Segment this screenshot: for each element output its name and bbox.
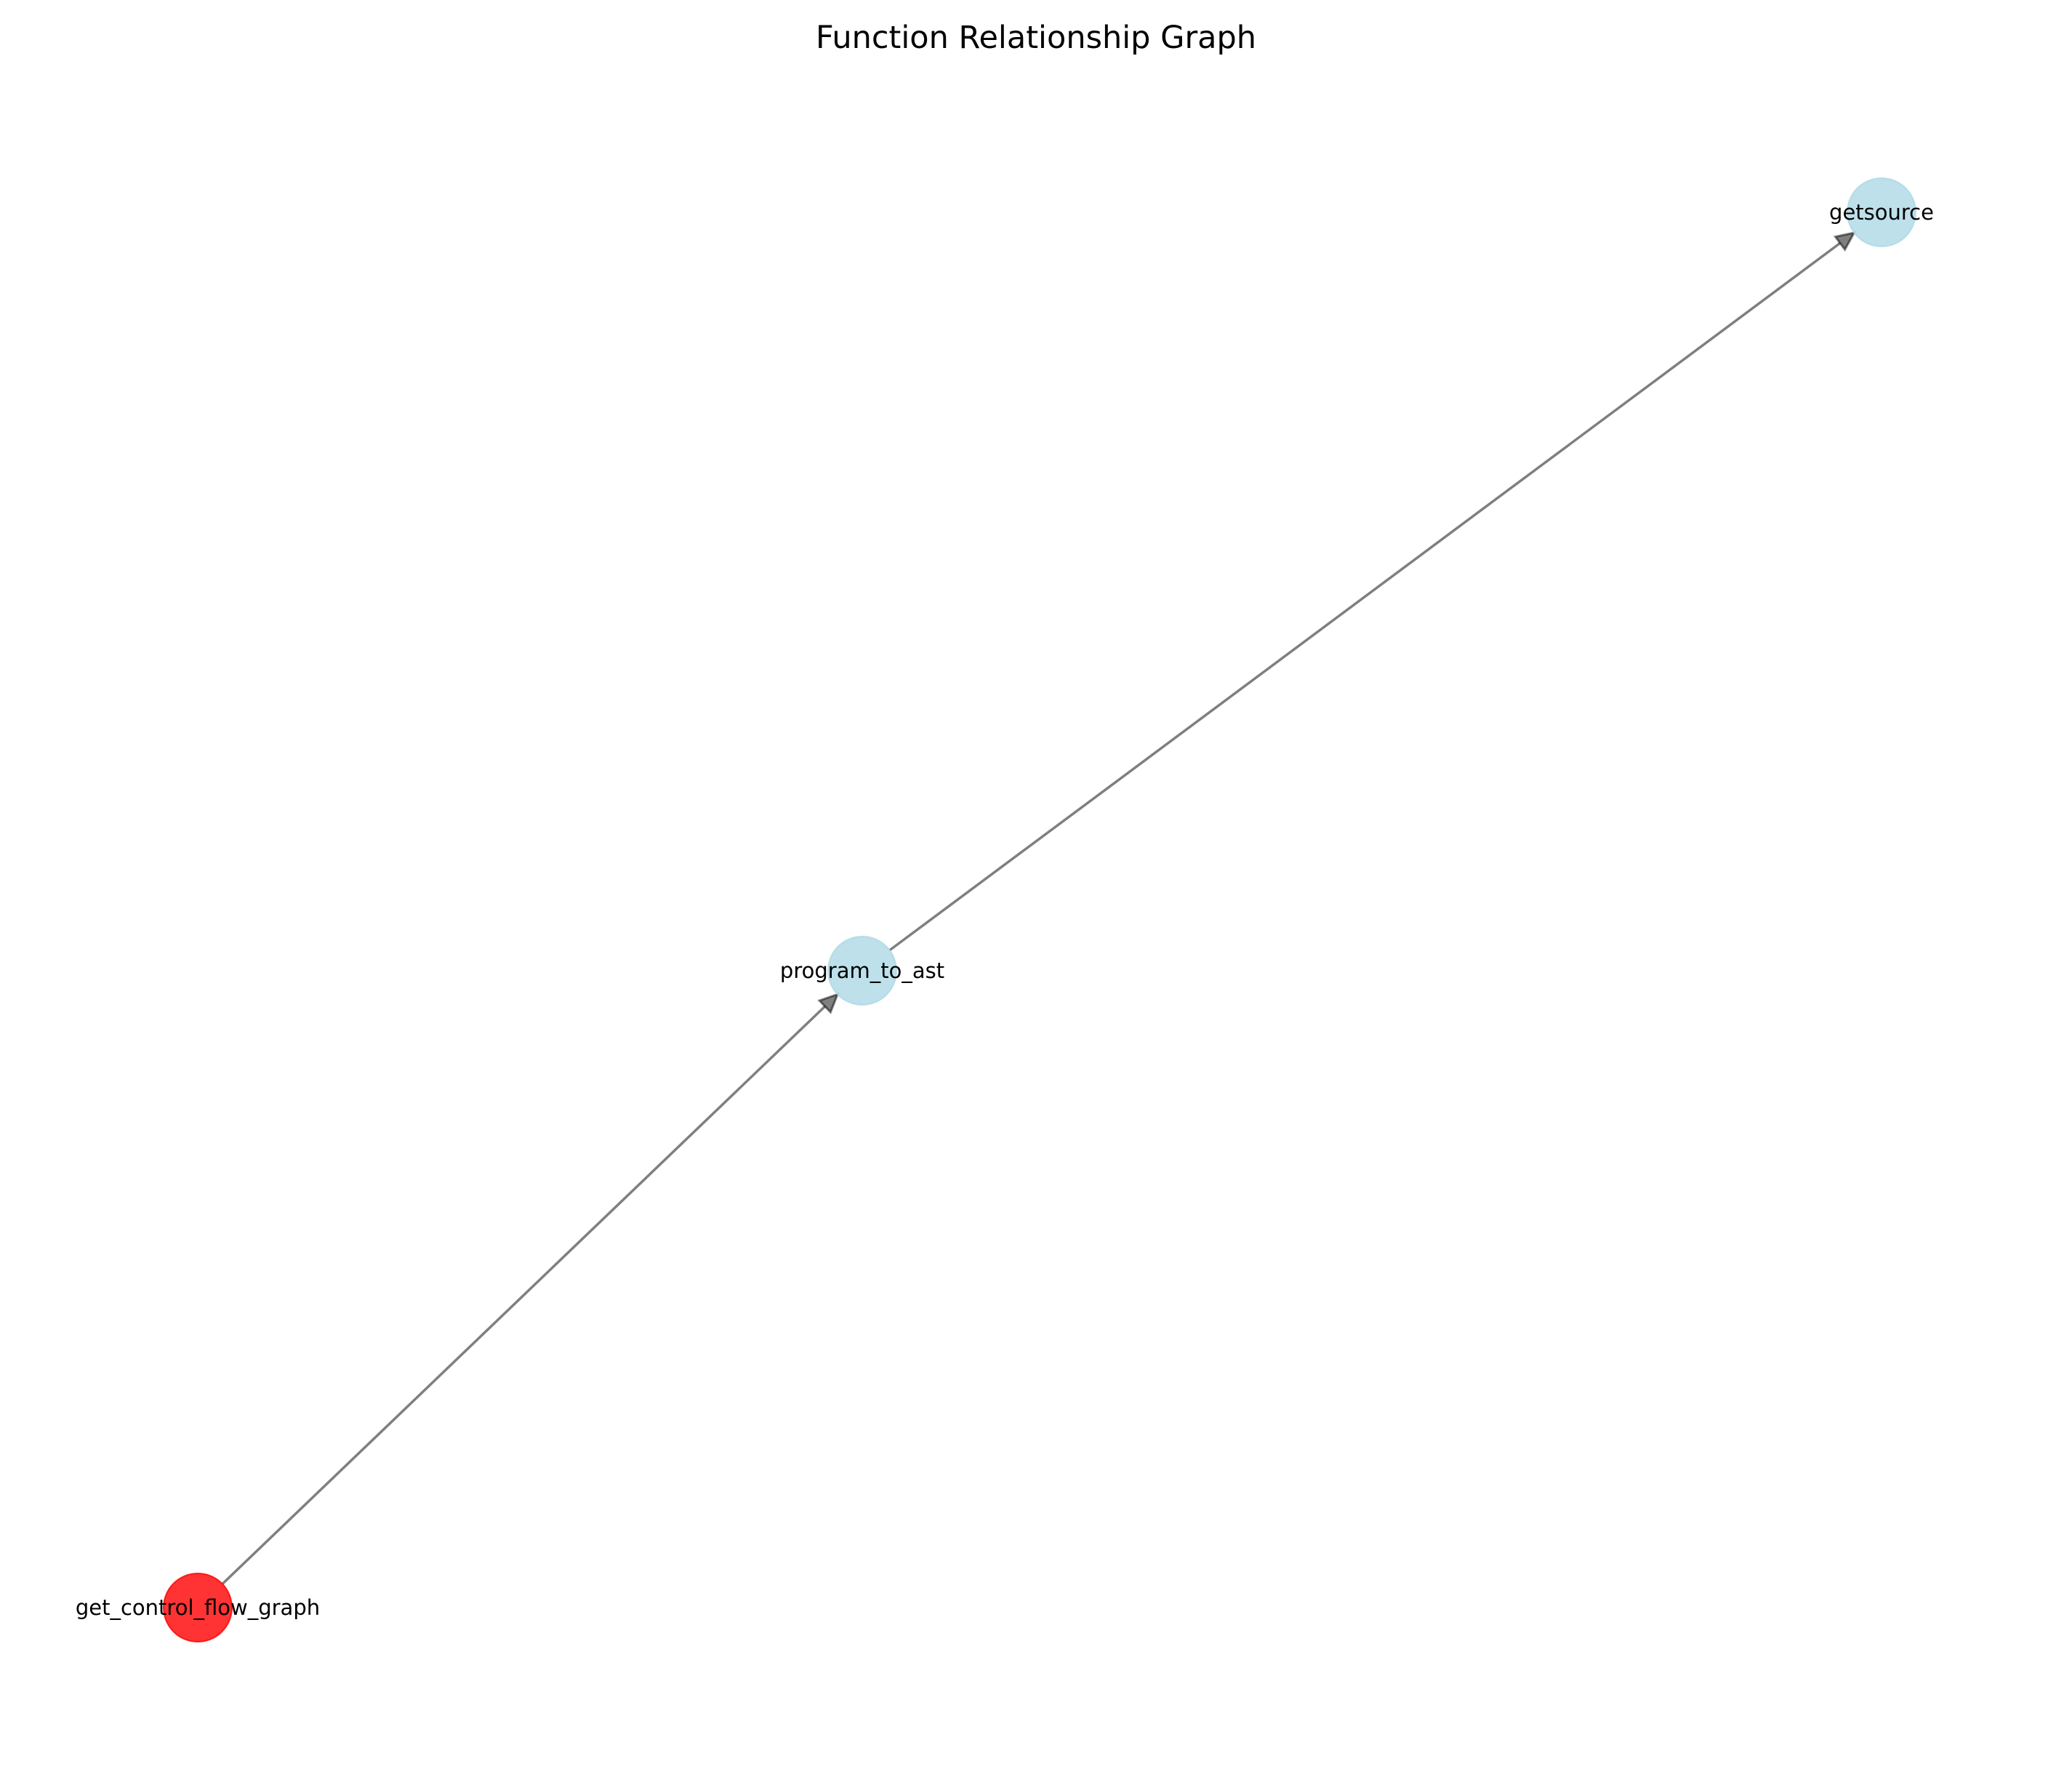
edge-get_control_flow_graph-to-program_to_ast: [221, 992, 840, 1585]
arrowhead-icon: [817, 992, 840, 1014]
nodes-layer: [163, 177, 1916, 1642]
labels-layer: get_control_flow_graph program_to_ast gets…: [76, 200, 1934, 1620]
node-label: getsource: [1829, 200, 1934, 225]
node-get-control-flow-graph: [163, 1573, 233, 1642]
edge-program_to_ast-to-getsource: [888, 230, 1857, 952]
node-label: program_to_ast: [780, 958, 944, 983]
node-getsource: [1847, 177, 1916, 247]
graph-title: Function Relationship Graph: [816, 20, 1256, 56]
edges-layer: [221, 230, 1857, 1585]
node-program-to-ast: [827, 936, 897, 1006]
edge-line: [888, 241, 1842, 952]
edge-line: [221, 1005, 826, 1585]
node-label: get_control_flow_graph: [76, 1595, 320, 1620]
arrowhead-icon: [1833, 230, 1857, 252]
